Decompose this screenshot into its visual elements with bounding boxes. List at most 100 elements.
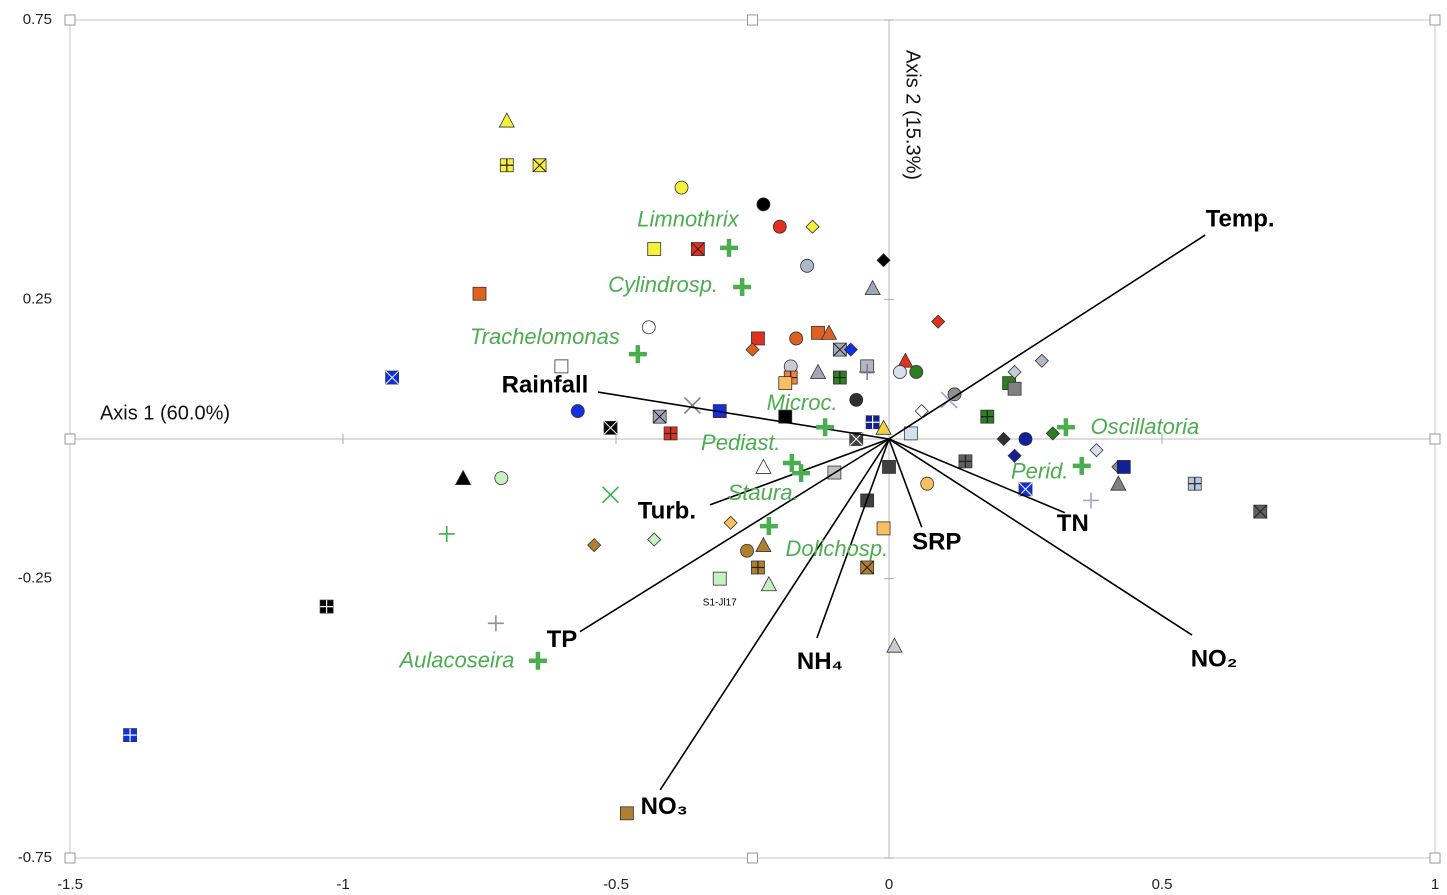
sample-point [1187, 476, 1202, 491]
species-label: Cylindrosp. [608, 272, 718, 297]
sample-point [652, 409, 667, 424]
sample-point [859, 363, 876, 380]
marker-body [805, 219, 820, 234]
env-label: Temp. [1206, 205, 1275, 232]
marker-cross [320, 600, 334, 614]
sample-point [647, 532, 662, 547]
frame-handle [64, 14, 76, 26]
sample-point [947, 387, 962, 402]
sample-point [454, 469, 472, 486]
marker-body [859, 363, 876, 380]
sample-point [760, 575, 778, 592]
species-marker [528, 651, 547, 670]
env-label: NO₃ [641, 793, 688, 820]
sample-point [800, 258, 814, 273]
marker-cross [123, 728, 137, 742]
marker-body [1018, 432, 1033, 446]
x-tick-label: 0.5 [1152, 876, 1173, 893]
sample-point [1018, 432, 1033, 446]
sample-point [876, 253, 891, 268]
sample-point [751, 560, 765, 575]
sample-point [789, 331, 804, 346]
sample-point [123, 728, 137, 742]
sample-point [647, 242, 662, 256]
sample-point [1116, 460, 1131, 474]
marker-body [1083, 492, 1100, 509]
sample-point [723, 515, 738, 530]
marker-cross [1188, 477, 1202, 491]
marker-body [472, 286, 487, 301]
species-marker [628, 345, 647, 364]
marker-body [712, 571, 727, 586]
env-vector [816, 438, 890, 639]
env-vector [888, 234, 1206, 440]
marker-body [876, 253, 891, 268]
marker-body [554, 359, 569, 374]
marker-body [897, 352, 914, 368]
sample-point [755, 536, 772, 553]
species-label: Oscillatoria [1090, 414, 1199, 439]
marker-body [886, 637, 903, 653]
marker-body [647, 242, 662, 256]
sample-point [920, 476, 935, 491]
sample-point [438, 525, 455, 542]
marker-body [1116, 460, 1131, 474]
species-label: Trachelomonas [470, 324, 620, 349]
marker-body [494, 471, 509, 486]
marker-body [778, 376, 793, 391]
x-tick-label: -1 [336, 876, 349, 893]
sample-point [663, 426, 678, 441]
y-tick-label: 0.75 [23, 11, 52, 28]
sample-point [820, 324, 838, 340]
marker-body [438, 525, 455, 542]
marker-body [772, 219, 787, 234]
x-tick-label: 1 [1431, 876, 1439, 893]
env-label: Turb. [638, 497, 696, 524]
marker-body [903, 426, 918, 441]
sample-point [832, 342, 847, 357]
sample-point [683, 396, 702, 415]
marker-cross [860, 560, 875, 575]
y-tick-label: 0.25 [23, 290, 52, 307]
species-marker [782, 454, 801, 473]
marker-cross [751, 560, 765, 574]
marker-body [570, 404, 585, 418]
x-tick-label: -0.5 [603, 876, 629, 893]
marker-body [755, 458, 772, 474]
sample-point [641, 320, 656, 335]
sample-point [494, 471, 509, 486]
env-vector [888, 438, 923, 528]
marker-body [641, 320, 656, 335]
marker-body [498, 112, 515, 128]
sample-point [712, 571, 727, 586]
sample-point [1089, 443, 1104, 458]
marker-cross [385, 370, 399, 385]
point-annotation: S1-Jl17 [703, 597, 737, 608]
sample-point [805, 219, 820, 234]
sample-point [472, 286, 487, 301]
species-marker [733, 278, 752, 297]
sample-point [691, 242, 705, 256]
sample-point [1253, 504, 1268, 519]
species-marker [816, 418, 835, 437]
sample-point [864, 279, 881, 296]
marker-body [849, 392, 864, 407]
frame-handle [1429, 14, 1441, 26]
species-marker [720, 238, 739, 257]
sample-point [903, 426, 918, 441]
marker-body [745, 342, 760, 357]
env-vector [597, 391, 890, 440]
species-label: Aulacoseira [397, 648, 514, 673]
env-label: NO₂ [1191, 645, 1238, 672]
marker-body [800, 258, 814, 273]
y-tick-label: -0.75 [18, 849, 52, 866]
sample-point [499, 158, 514, 173]
marker-body [647, 532, 662, 547]
species-label: Microc. [767, 390, 838, 415]
marker-cross [532, 158, 547, 173]
frame-handle [1429, 852, 1441, 864]
x-axis-title: Axis 1 (60.0%) [100, 402, 230, 424]
marker-cross [1253, 504, 1268, 519]
sample-point [570, 404, 585, 418]
sample-point [886, 637, 903, 653]
